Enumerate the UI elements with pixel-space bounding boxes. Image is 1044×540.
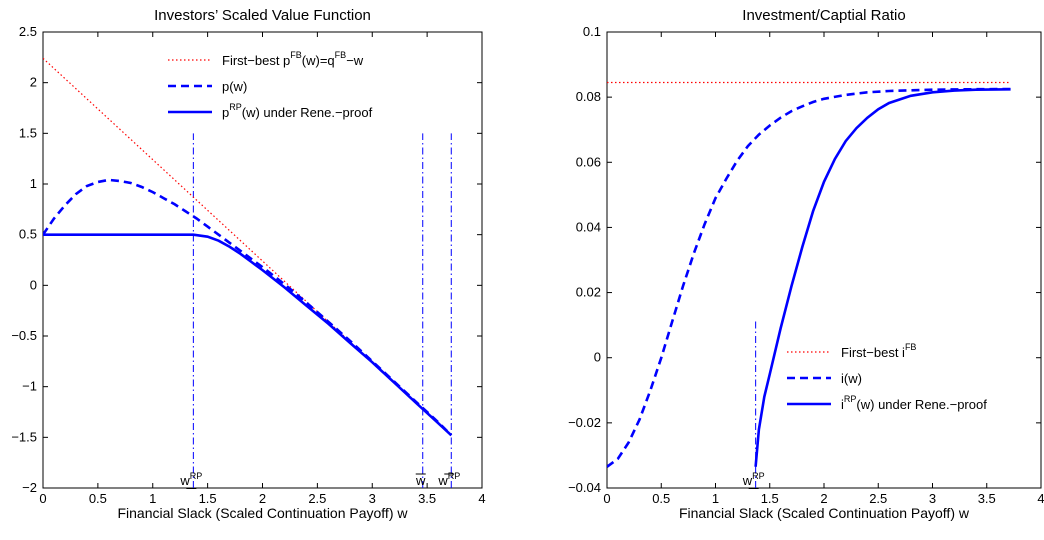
x-tick-label: 1.5 — [761, 491, 779, 506]
x-tick-label: 3 — [369, 491, 376, 506]
x-tick-label: 2.5 — [308, 491, 326, 506]
legend-entry: First−best pFB(w)=qFB−w — [222, 50, 364, 68]
y-tick-label: 0.08 — [576, 89, 601, 104]
legend: First−best pFB(w)=qFB−w p(w) pRP(w) under … — [168, 50, 373, 120]
y-tick-label: 1 — [30, 176, 37, 191]
x-axis-label: Financial Slack (Scaled Continuation Pay… — [117, 505, 408, 521]
chart-title: Investors’ Scaled Value Function — [154, 7, 371, 24]
x-tick-label: 4 — [1037, 491, 1044, 506]
y-tick-label: −1.5 — [11, 429, 37, 444]
series-line-2 — [754, 88, 1011, 467]
legend: First−best iFB i(w) iRP(w) under Rene.−pro… — [787, 342, 987, 412]
x-tick-label: 1.5 — [199, 491, 217, 506]
y-tick-label: 0.06 — [576, 154, 601, 169]
y-tick-label: 0.5 — [19, 227, 37, 242]
legend-entry: First−best iFB — [841, 342, 916, 360]
x-tick-label: 2 — [259, 491, 266, 506]
plot-area — [42, 31, 483, 489]
value-function-panel: Investors’ Scaled Value Function 0 0.5 1 1.5… — [11, 7, 485, 521]
y-tick-label: 0.1 — [583, 24, 601, 39]
threshold-label: wRP — [742, 471, 765, 488]
investment-ratio-panel: Investment/Captial Ratio 0 0.5 1 1.5 2 2.5 3 3.5… — [568, 7, 1044, 521]
y-tick-label: 0.02 — [576, 285, 601, 300]
x-tick-label: 1 — [149, 491, 156, 506]
x-tick-label: 2.5 — [869, 491, 887, 506]
x-tick-label: 0 — [603, 491, 610, 506]
legend-entry: i(w) — [841, 371, 862, 386]
y-tick-label: 0.04 — [576, 219, 601, 234]
y-tick-label: −1 — [22, 379, 37, 394]
x-tick-label: 4 — [478, 491, 485, 506]
y-tick-label: −0.02 — [568, 415, 601, 430]
y-tick-label: −0.04 — [568, 480, 601, 495]
y-tick-label: 1.5 — [19, 125, 37, 140]
x-axis-label: Financial Slack (Scaled Continuation Pay… — [679, 505, 970, 521]
plot-area — [606, 31, 1042, 489]
x-tick-label: 3 — [929, 491, 936, 506]
x-tick-label: 0 — [39, 491, 46, 506]
chart-title: Investment/Captial Ratio — [742, 7, 905, 24]
x-tick-label: 3.5 — [978, 491, 996, 506]
y-tick-label: −0.5 — [11, 328, 37, 343]
y-tick-label: 2 — [30, 75, 37, 90]
x-tick-label: 0.5 — [89, 491, 107, 506]
legend-entry: p(w) — [222, 79, 247, 94]
y-tick-label: 0 — [594, 350, 601, 365]
x-tick-label: 2 — [820, 491, 827, 506]
x-tick-label: 1 — [712, 491, 719, 506]
threshold-label: w — [415, 473, 426, 488]
threshold-label: wRP — [437, 471, 460, 488]
series-line-1 — [607, 87, 1011, 468]
y-tick-label: 0 — [30, 277, 37, 292]
series-line-2 — [43, 233, 453, 437]
x-tick-label: 3.5 — [418, 491, 436, 506]
y-tick-label: 2.5 — [19, 24, 37, 39]
y-tick-label: −2 — [22, 480, 37, 495]
threshold-label: wRP — [179, 471, 202, 488]
legend-entry: iRP(w) under Rene.−proof — [841, 394, 987, 412]
legend-entry: pRP(w) under Rene.−proof — [222, 102, 373, 120]
x-tick-label: 0.5 — [652, 491, 670, 506]
